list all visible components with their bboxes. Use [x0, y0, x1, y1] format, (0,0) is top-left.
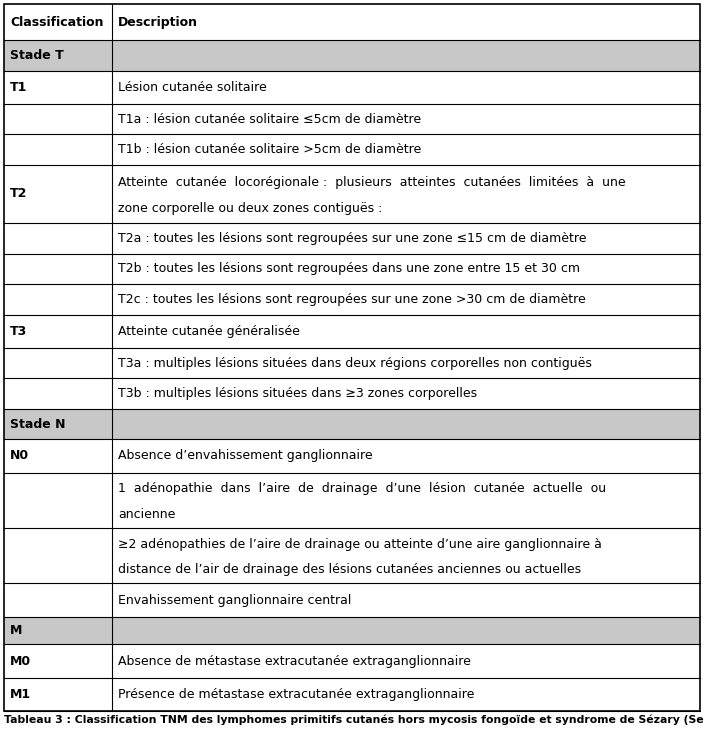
- Bar: [4, 254, 700, 284]
- Text: 1  adénopathie  dans  l’aire  de  drainage  d’une  lésion  cutanée  actuelle  ou: 1 adénopathie dans l’aire de drainage d’…: [118, 482, 606, 496]
- Text: Absence de métastase extracutanée extraganglionnaire: Absence de métastase extracutanée extrag…: [118, 655, 471, 668]
- Text: ≥2 adénopathies de l’aire de drainage ou atteinte d’une aire ganglionnaire à: ≥2 adénopathies de l’aire de drainage ou…: [118, 538, 602, 551]
- Text: Envahissement ganglionnaire central: Envahissement ganglionnaire central: [118, 594, 351, 607]
- Bar: [4, 134, 700, 165]
- Text: Classification: Classification: [10, 15, 103, 29]
- Bar: [4, 40, 700, 70]
- Bar: [4, 473, 700, 528]
- Bar: [4, 583, 700, 616]
- Text: Description: Description: [118, 15, 198, 29]
- Text: Atteinte cutanée généralisée: Atteinte cutanée généralisée: [118, 325, 300, 338]
- Text: ancienne: ancienne: [118, 508, 175, 520]
- Text: T2b : toutes les lésions sont regroupées dans une zone entre 15 et 30 cm: T2b : toutes les lésions sont regroupées…: [118, 262, 580, 276]
- Bar: [4, 439, 700, 473]
- Text: Lésion cutanée solitaire: Lésion cutanée solitaire: [118, 81, 267, 94]
- Text: M: M: [10, 624, 23, 637]
- Bar: [4, 223, 700, 254]
- Bar: [4, 284, 700, 314]
- Text: T2: T2: [10, 188, 27, 200]
- Text: Présence de métastase extracutanée extraganglionnaire: Présence de métastase extracutanée extra…: [118, 688, 474, 701]
- Text: Tableau 3 : Classification TNM des lymphomes primitifs cutanés hors mycosis fong: Tableau 3 : Classification TNM des lymph…: [4, 715, 704, 726]
- Bar: [4, 70, 700, 104]
- Text: M0: M0: [10, 655, 31, 668]
- Text: T1: T1: [10, 81, 27, 94]
- Bar: [4, 165, 700, 223]
- Bar: [4, 528, 700, 583]
- Bar: [4, 616, 700, 644]
- Text: T3a : multiples lésions situées dans deux régions corporelles non contiguës: T3a : multiples lésions situées dans deu…: [118, 356, 592, 369]
- Text: N0: N0: [10, 449, 29, 463]
- Text: zone corporelle ou deux zones contiguës :: zone corporelle ou deux zones contiguës …: [118, 202, 382, 215]
- Bar: [4, 347, 700, 378]
- Text: distance de l’air de drainage des lésions cutanées anciennes ou actuelles: distance de l’air de drainage des lésion…: [118, 563, 581, 576]
- Text: T2a : toutes les lésions sont regroupées sur une zone ≤15 cm de diamètre: T2a : toutes les lésions sont regroupées…: [118, 232, 586, 245]
- Bar: [4, 314, 700, 347]
- Bar: [4, 409, 700, 439]
- Bar: [4, 644, 700, 678]
- Bar: [4, 4, 700, 40]
- Text: T2c : toutes les lésions sont regroupées sur une zone >30 cm de diamètre: T2c : toutes les lésions sont regroupées…: [118, 292, 586, 306]
- Text: Stade T: Stade T: [10, 49, 64, 62]
- Text: T3: T3: [10, 325, 27, 338]
- Text: Absence d’envahissement ganglionnaire: Absence d’envahissement ganglionnaire: [118, 449, 372, 463]
- Text: Stade N: Stade N: [10, 418, 65, 430]
- Text: M1: M1: [10, 688, 31, 701]
- Text: Atteinte  cutanée  locorégionale :  plusieurs  atteintes  cutanées  limitées  à : Atteinte cutanée locorégionale : plusieu…: [118, 175, 626, 188]
- Bar: [4, 104, 700, 134]
- Text: T3b : multiples lésions situées dans ≥3 zones corporelles: T3b : multiples lésions situées dans ≥3 …: [118, 387, 477, 400]
- Bar: [4, 678, 700, 711]
- Text: T1a : lésion cutanée solitaire ≤5cm de diamètre: T1a : lésion cutanée solitaire ≤5cm de d…: [118, 113, 421, 125]
- Text: T1b : lésion cutanée solitaire >5cm de diamètre: T1b : lésion cutanée solitaire >5cm de d…: [118, 143, 421, 156]
- Bar: [4, 378, 700, 409]
